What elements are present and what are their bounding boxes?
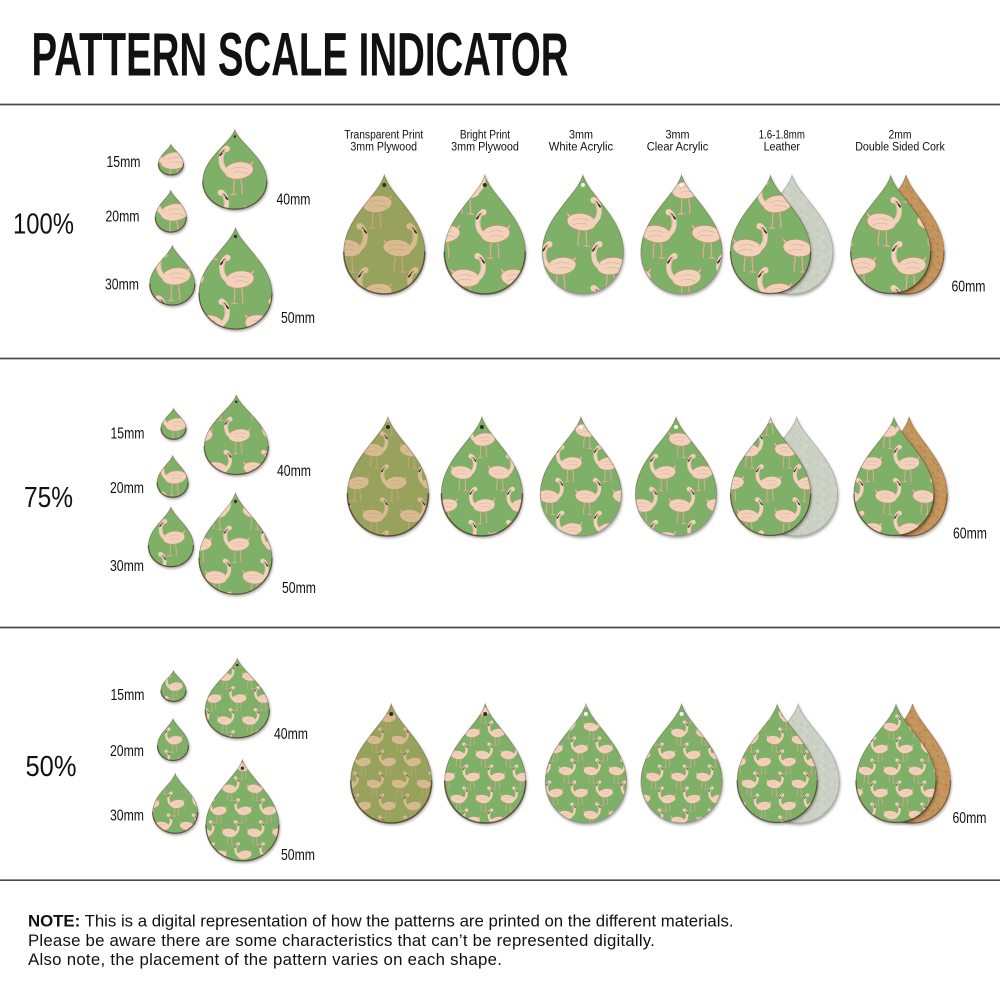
svg-text:30mm: 30mm xyxy=(110,808,144,825)
svg-text:15mm: 15mm xyxy=(111,426,145,443)
svg-text:2mm: 2mm xyxy=(889,130,912,142)
svg-text:Leather: Leather xyxy=(764,142,801,154)
svg-text:50mm: 50mm xyxy=(282,580,316,597)
svg-text:40mm: 40mm xyxy=(277,463,311,480)
svg-text:60mm: 60mm xyxy=(953,810,987,827)
svg-text:30mm: 30mm xyxy=(110,558,144,575)
svg-text:50mm: 50mm xyxy=(281,847,315,864)
svg-text:3mm: 3mm xyxy=(666,130,690,142)
svg-text:40mm: 40mm xyxy=(277,192,311,209)
svg-text:20mm: 20mm xyxy=(106,209,140,226)
svg-text:White Acrylic: White Acrylic xyxy=(549,142,614,154)
svg-text:75%: 75% xyxy=(24,482,73,514)
svg-text:PATTERN SCALE INDICATOR: PATTERN SCALE INDICATOR xyxy=(32,20,569,88)
svg-text:Double Sided Cork: Double Sided Cork xyxy=(855,142,945,154)
svg-text:60mm: 60mm xyxy=(952,279,986,296)
svg-text:3mm Plywood: 3mm Plywood xyxy=(451,142,519,154)
svg-text:Please be aware there are some: Please be aware there are some character… xyxy=(28,931,655,950)
svg-text:Transparent Print: Transparent Print xyxy=(344,130,424,142)
svg-text:Bright Print: Bright Print xyxy=(460,130,511,142)
svg-text:15mm: 15mm xyxy=(111,687,145,704)
svg-text:NOTE: This is a digital repres: NOTE: This is a digital representation o… xyxy=(28,912,734,931)
svg-text:Clear Acrylic: Clear Acrylic xyxy=(647,142,709,154)
svg-text:20mm: 20mm xyxy=(110,743,144,760)
svg-text:50mm: 50mm xyxy=(281,310,315,327)
svg-text:1.6-1.8mm: 1.6-1.8mm xyxy=(759,130,805,142)
svg-text:40mm: 40mm xyxy=(274,726,308,743)
svg-text:100%: 100% xyxy=(13,209,74,241)
svg-text:50%: 50% xyxy=(26,751,77,783)
svg-text:3mm: 3mm xyxy=(569,130,593,142)
svg-text:60mm: 60mm xyxy=(953,526,987,543)
svg-text:Also note, the placement of th: Also note, the placement of the pattern … xyxy=(28,950,502,969)
svg-text:15mm: 15mm xyxy=(107,154,141,171)
svg-text:30mm: 30mm xyxy=(105,277,139,294)
svg-text:3mm Plywood: 3mm Plywood xyxy=(350,142,417,154)
svg-text:20mm: 20mm xyxy=(110,480,144,497)
